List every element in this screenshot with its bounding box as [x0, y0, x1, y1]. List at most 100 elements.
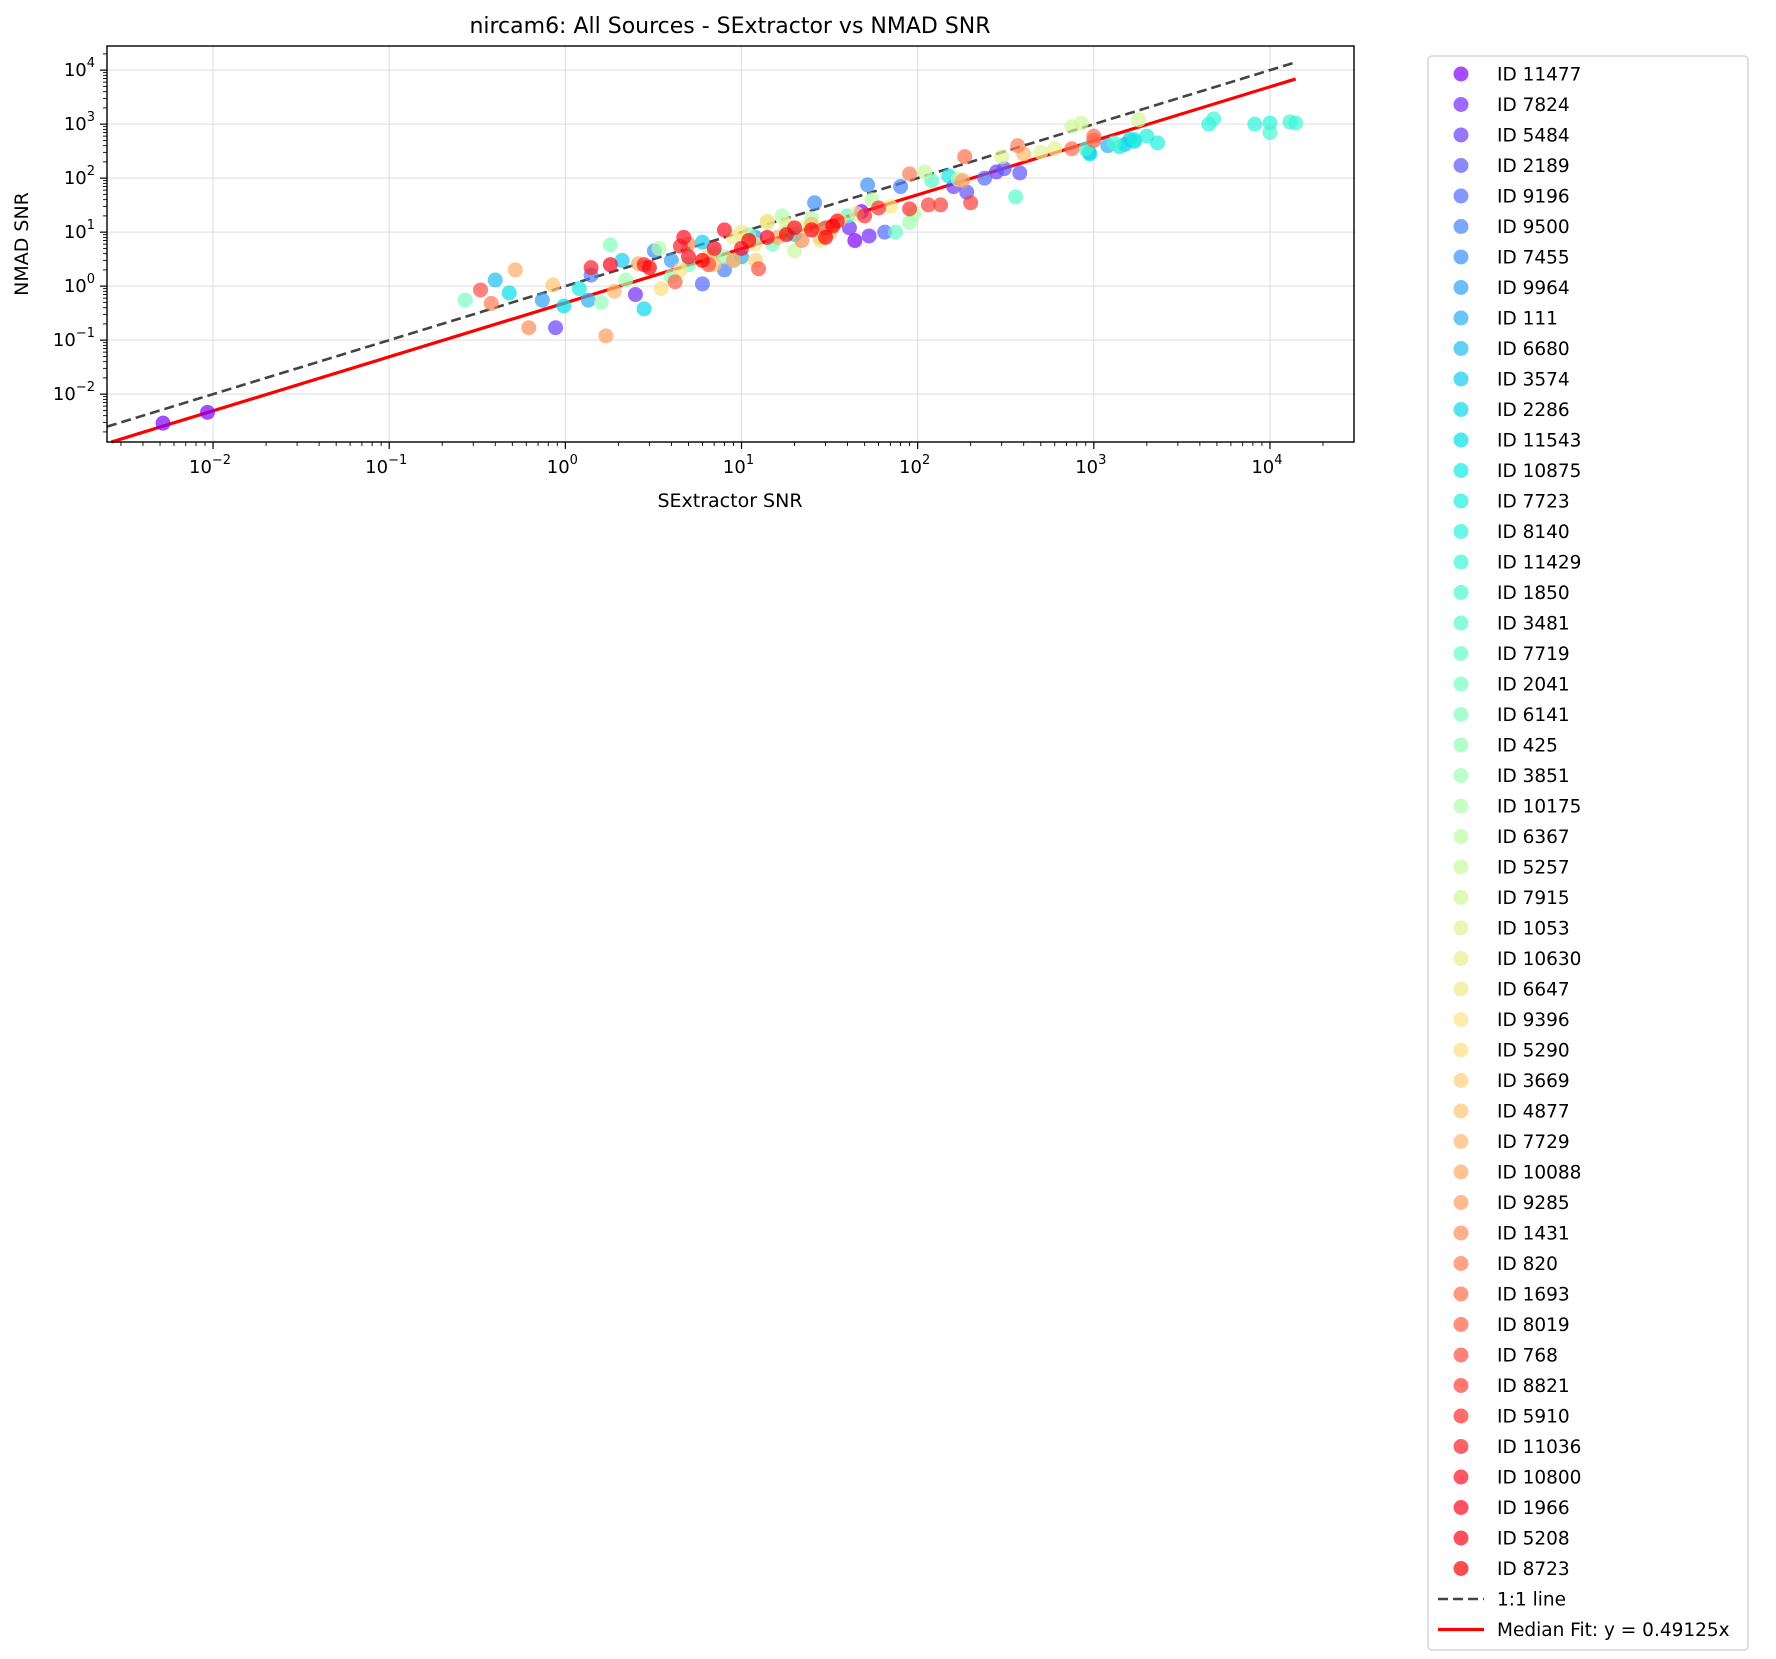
legend-marker — [1453, 1134, 1469, 1149]
data-point — [653, 281, 669, 297]
legend-label: ID 2286 — [1497, 400, 1570, 421]
legend-marker — [1453, 524, 1469, 539]
data-point — [741, 233, 757, 249]
x-tick-base: 10 — [189, 457, 212, 478]
legend-marker — [1453, 798, 1469, 814]
data-point — [473, 282, 489, 298]
data-point — [521, 320, 537, 336]
data-point — [1033, 144, 1049, 160]
legend-marker — [1453, 920, 1469, 936]
x-tick-base: 10 — [365, 457, 388, 478]
data-point — [483, 295, 499, 311]
data-point — [602, 257, 618, 273]
data-point — [200, 404, 216, 420]
legend-label: ID 10630 — [1497, 949, 1581, 970]
legend-label: ID 6367 — [1497, 827, 1570, 848]
legend-marker — [1453, 1561, 1469, 1576]
legend-marker — [1453, 1286, 1469, 1302]
legend-marker — [1453, 1378, 1469, 1393]
data-point — [694, 276, 710, 292]
data-point — [548, 320, 564, 336]
legend-marker — [1453, 1073, 1469, 1088]
legend-label: ID 7723 — [1497, 492, 1570, 513]
legend-label: ID 9396 — [1497, 1010, 1570, 1031]
data-point — [841, 220, 857, 236]
y-tick-base: 10 — [64, 276, 87, 297]
legend-marker — [1453, 676, 1469, 692]
legend-marker — [1453, 707, 1469, 722]
data-point — [507, 262, 523, 278]
legend-label: ID 5910 — [1497, 1407, 1570, 1428]
x-tick-base: 10 — [547, 457, 570, 478]
data-point — [860, 177, 876, 193]
data-point — [651, 240, 667, 256]
x-tick-exponent: 2 — [922, 453, 930, 468]
data-point — [804, 222, 820, 238]
data-point — [155, 415, 171, 431]
data-point — [583, 260, 599, 276]
data-point — [1150, 135, 1166, 151]
legend-label: ID 8140 — [1497, 522, 1570, 543]
data-point — [598, 328, 614, 344]
x-tick-exponent: 3 — [1098, 453, 1106, 468]
y-tick-label: 103 — [64, 110, 95, 135]
data-point — [636, 301, 652, 317]
data-point — [663, 252, 679, 268]
y-tick-base: 10 — [64, 222, 87, 243]
legend-label: ID 9964 — [1497, 278, 1570, 299]
data-point — [706, 240, 722, 256]
legend-marker — [1453, 859, 1469, 875]
legend-marker — [1453, 402, 1469, 417]
data-point — [957, 149, 973, 165]
data-point — [787, 243, 803, 259]
data-point — [1262, 125, 1278, 141]
data-point — [1086, 132, 1102, 148]
data-point — [501, 285, 517, 301]
legend-marker — [1453, 463, 1469, 478]
legend-label: ID 9500 — [1497, 217, 1570, 238]
legend-label: ID 5208 — [1497, 1529, 1570, 1550]
legend-marker — [1453, 127, 1469, 143]
data-point — [602, 237, 618, 253]
legend-label: ID 2041 — [1497, 675, 1570, 696]
legend-marker — [1453, 951, 1469, 966]
legend-marker — [1453, 981, 1469, 997]
legend-marker — [1453, 768, 1469, 783]
legend-label: ID 8019 — [1497, 1315, 1570, 1336]
legend-marker — [1453, 1530, 1469, 1546]
legend: ID 11477 ID 7824 ID 5484 ID 2189 ID 9196 ID 9… — [1427, 55, 1749, 1651]
x-tick-exponent: −2 — [212, 453, 231, 468]
y-tick-label: 100 — [64, 272, 95, 297]
data-point — [1247, 116, 1263, 132]
data-point — [545, 277, 561, 293]
data-point — [487, 272, 503, 288]
data-point — [1126, 131, 1142, 147]
data-point — [861, 228, 877, 244]
legend-label: ID 11477 — [1497, 65, 1581, 86]
data-point — [1106, 135, 1122, 151]
legend-label: ID 10800 — [1497, 1468, 1581, 1489]
x-axis-ticks: 10−2 10−1 100 101 102 103 104 — [120, 442, 1324, 478]
legend-marker — [1453, 737, 1469, 753]
legend-label: ID 820 — [1497, 1254, 1558, 1275]
x-tick-exponent: −1 — [388, 453, 407, 468]
data-point — [606, 283, 622, 299]
legend-label: ID 2189 — [1497, 156, 1570, 177]
legend-marker — [1453, 1500, 1469, 1515]
legend-marker — [1453, 1256, 1469, 1271]
x-tick-exponent: 0 — [570, 453, 578, 468]
legend-label: ID 1431 — [1497, 1224, 1570, 1245]
data-point — [716, 222, 732, 238]
legend-marker — [1453, 1195, 1469, 1210]
data-point — [1064, 141, 1080, 157]
legend-label: ID 3574 — [1497, 370, 1570, 391]
legend-label: ID 7455 — [1497, 248, 1570, 269]
legend-frame — [1427, 55, 1749, 1651]
y-tick-base: 10 — [53, 330, 76, 351]
legend-label: ID 3481 — [1497, 614, 1570, 635]
legend-marker — [1453, 1103, 1469, 1119]
y-tick-base: 10 — [64, 114, 87, 135]
legend-marker — [1453, 97, 1469, 112]
legend-label: ID 8723 — [1497, 1559, 1570, 1580]
